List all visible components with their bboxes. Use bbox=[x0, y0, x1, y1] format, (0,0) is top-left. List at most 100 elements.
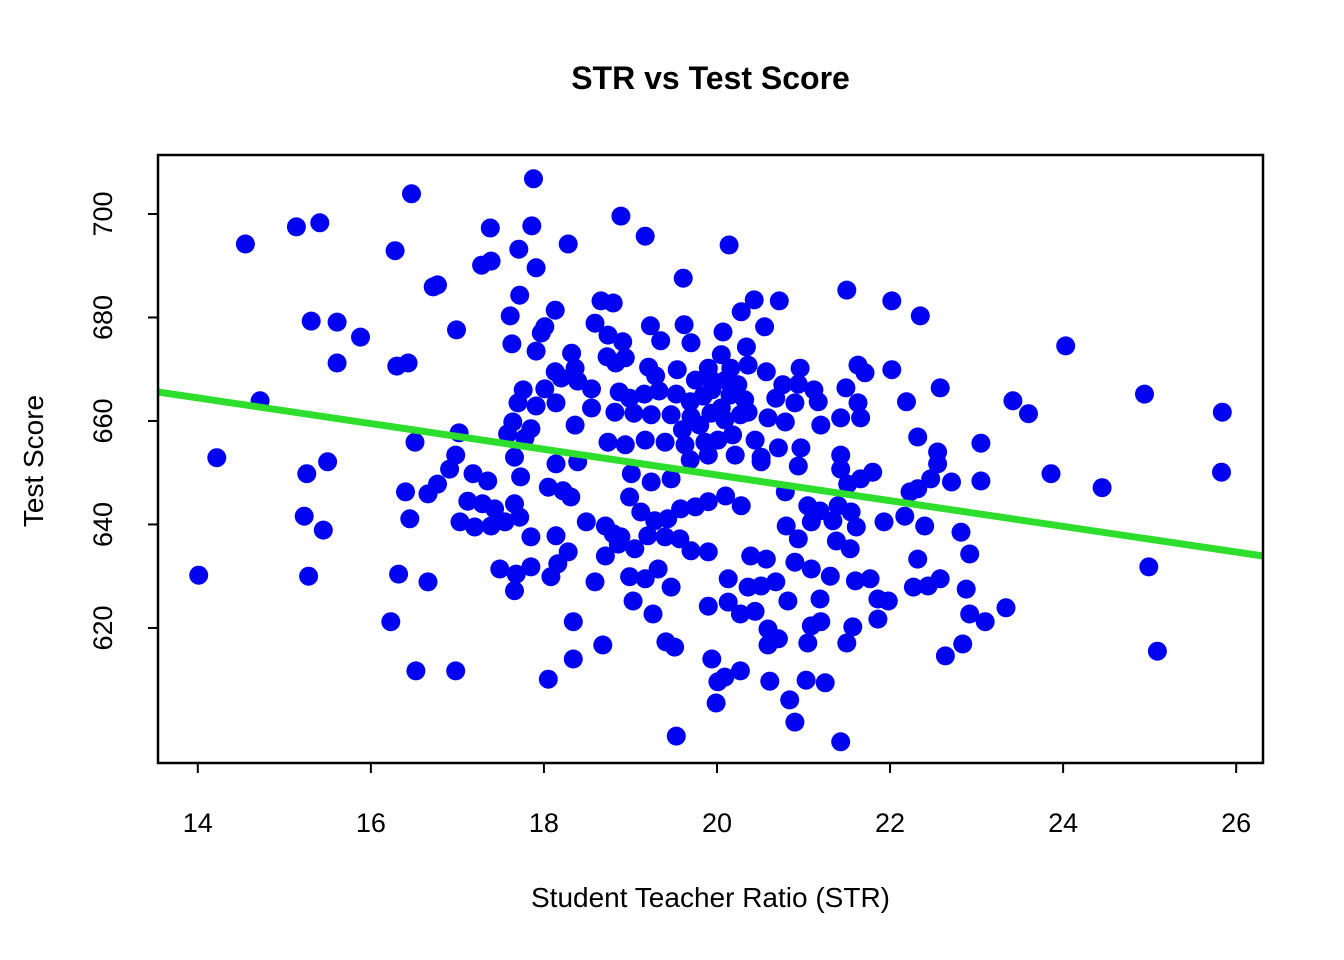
data-point bbox=[327, 353, 347, 373]
data-point bbox=[975, 612, 995, 632]
data-point bbox=[756, 549, 776, 569]
data-point bbox=[563, 649, 583, 669]
data-point bbox=[510, 285, 530, 305]
data-point bbox=[666, 384, 686, 404]
data-point bbox=[776, 516, 796, 536]
data-point bbox=[874, 512, 894, 532]
data-point bbox=[465, 517, 485, 537]
data-point bbox=[788, 456, 808, 476]
data-point bbox=[189, 565, 209, 585]
data-point bbox=[785, 552, 805, 572]
data-point bbox=[666, 726, 686, 746]
data-point bbox=[478, 471, 498, 491]
data-point bbox=[711, 345, 731, 365]
data-point bbox=[848, 393, 868, 413]
data-point bbox=[698, 445, 718, 465]
data-point bbox=[1056, 336, 1076, 356]
data-point bbox=[531, 323, 551, 343]
data-point bbox=[851, 408, 871, 428]
y-tick-label: 620 bbox=[88, 605, 118, 650]
data-point bbox=[673, 268, 693, 288]
data-point bbox=[744, 290, 764, 310]
data-point bbox=[310, 213, 330, 233]
data-point bbox=[595, 546, 615, 566]
data-point bbox=[996, 598, 1016, 618]
data-point bbox=[731, 302, 751, 322]
data-point bbox=[971, 433, 991, 453]
data-point bbox=[921, 469, 941, 489]
data-point bbox=[956, 579, 976, 599]
data-point bbox=[860, 569, 880, 589]
data-point bbox=[598, 432, 618, 452]
data-point bbox=[521, 557, 541, 577]
data-point bbox=[485, 499, 505, 519]
data-point bbox=[698, 492, 718, 512]
data-point bbox=[715, 410, 735, 430]
data-point bbox=[672, 420, 692, 440]
data-point bbox=[725, 445, 745, 465]
data-point bbox=[667, 360, 687, 380]
data-point bbox=[603, 293, 623, 313]
data-point bbox=[631, 502, 651, 522]
data-point bbox=[649, 381, 669, 401]
data-point bbox=[766, 388, 786, 408]
data-point bbox=[582, 398, 601, 418]
data-point bbox=[661, 405, 681, 425]
data-point bbox=[674, 315, 694, 335]
data-point bbox=[810, 589, 830, 609]
data-point bbox=[297, 464, 317, 484]
data-point bbox=[910, 306, 930, 326]
data-point bbox=[646, 366, 666, 386]
data-point bbox=[723, 425, 743, 445]
data-point bbox=[641, 472, 661, 492]
data-point bbox=[671, 499, 691, 519]
data-point bbox=[719, 235, 739, 255]
data-point bbox=[655, 432, 675, 452]
data-point bbox=[665, 637, 685, 657]
data-point bbox=[741, 546, 761, 566]
data-point bbox=[447, 320, 466, 340]
data-point bbox=[785, 712, 805, 732]
data-point bbox=[675, 435, 695, 455]
data-point bbox=[751, 576, 771, 596]
data-point bbox=[882, 291, 902, 311]
data-point bbox=[730, 661, 750, 681]
data-point bbox=[745, 601, 765, 621]
data-point bbox=[831, 459, 851, 479]
data-point bbox=[766, 572, 786, 592]
data-point bbox=[706, 693, 726, 713]
data-point bbox=[351, 327, 370, 347]
y-tick-label: 700 bbox=[88, 191, 118, 236]
data-point bbox=[801, 512, 821, 532]
data-point bbox=[524, 169, 543, 189]
data-point bbox=[796, 670, 816, 690]
x-tick-label: 22 bbox=[875, 808, 905, 838]
data-point bbox=[843, 617, 863, 637]
data-point bbox=[301, 311, 321, 331]
data-point bbox=[685, 370, 705, 390]
data-point bbox=[738, 355, 758, 375]
data-point bbox=[736, 337, 756, 357]
data-point bbox=[565, 415, 585, 435]
data-point bbox=[576, 512, 596, 532]
data-point bbox=[608, 534, 628, 554]
data-point bbox=[505, 581, 524, 601]
data-point bbox=[458, 491, 478, 511]
data-point bbox=[418, 572, 438, 592]
data-point bbox=[481, 251, 501, 271]
data-point bbox=[613, 332, 633, 352]
data-point bbox=[641, 405, 661, 425]
data-point bbox=[755, 317, 775, 337]
data-point bbox=[708, 672, 728, 692]
data-point bbox=[758, 635, 778, 655]
data-point bbox=[788, 529, 808, 549]
data-point bbox=[558, 234, 578, 254]
data-point bbox=[522, 216, 542, 236]
data-point bbox=[758, 408, 778, 428]
data-point bbox=[831, 408, 851, 428]
data-point bbox=[1212, 462, 1231, 482]
data-point bbox=[615, 348, 635, 368]
x-tick-label: 24 bbox=[1048, 808, 1078, 838]
data-point bbox=[294, 506, 314, 526]
data-point bbox=[713, 322, 733, 342]
